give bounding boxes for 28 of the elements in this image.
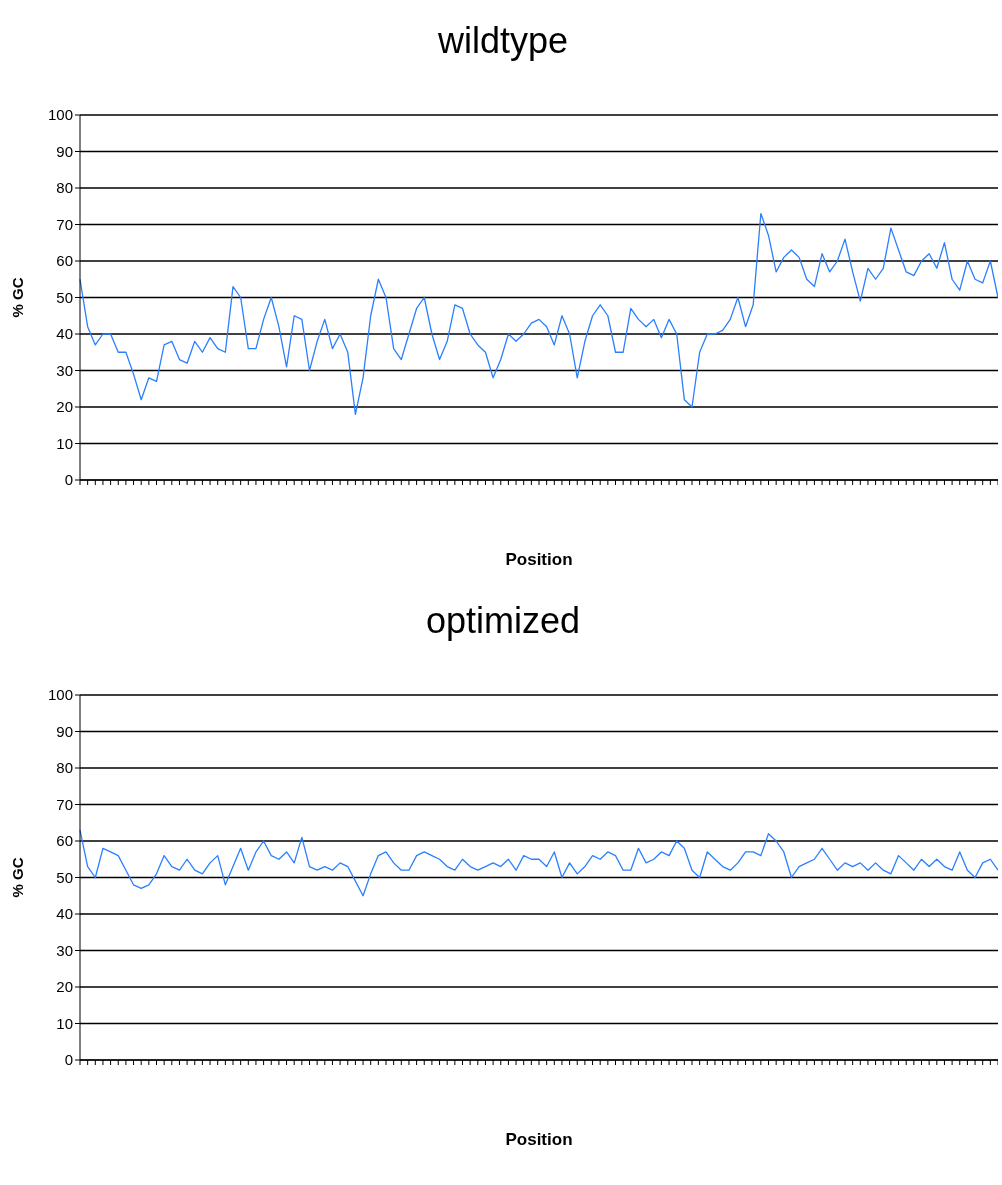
- y-tick-label: 60: [56, 832, 73, 850]
- y-tick-label: 100: [47, 106, 73, 124]
- y-axis-title: % GC: [9, 277, 27, 318]
- chart-title: optimized: [424, 599, 582, 643]
- y-tick-label: 0: [64, 471, 73, 489]
- x-axis-title: Position: [505, 1130, 573, 1149]
- y-tick-label: 30: [56, 941, 73, 959]
- y-tick-label: 70: [56, 795, 73, 813]
- y-tick-label: 0: [64, 1051, 73, 1069]
- chart-title: wildtype: [436, 19, 570, 63]
- y-tick-label: 40: [56, 905, 73, 923]
- y-tick-label: 100: [47, 686, 73, 704]
- y-tick-label: 80: [56, 179, 73, 197]
- y-tick-label: 40: [56, 325, 73, 343]
- y-tick-label: 70: [56, 215, 73, 233]
- y-tick-label: 60: [56, 252, 73, 270]
- y-tick-label: 50: [56, 868, 73, 886]
- x-axis-title: Position: [505, 550, 573, 569]
- y-tick-label: 80: [56, 759, 73, 777]
- y-tick-label: 20: [56, 978, 73, 996]
- y-tick-label: 50: [56, 288, 73, 306]
- y-tick-label: 90: [56, 142, 73, 160]
- y-tick-label: 90: [56, 722, 73, 740]
- y-tick-label: 20: [56, 398, 73, 416]
- y-tick-label: 10: [56, 434, 73, 452]
- y-tick-label: 10: [56, 1014, 73, 1032]
- y-axis-title: % GC: [9, 857, 27, 898]
- y-tick-label: 30: [56, 361, 73, 379]
